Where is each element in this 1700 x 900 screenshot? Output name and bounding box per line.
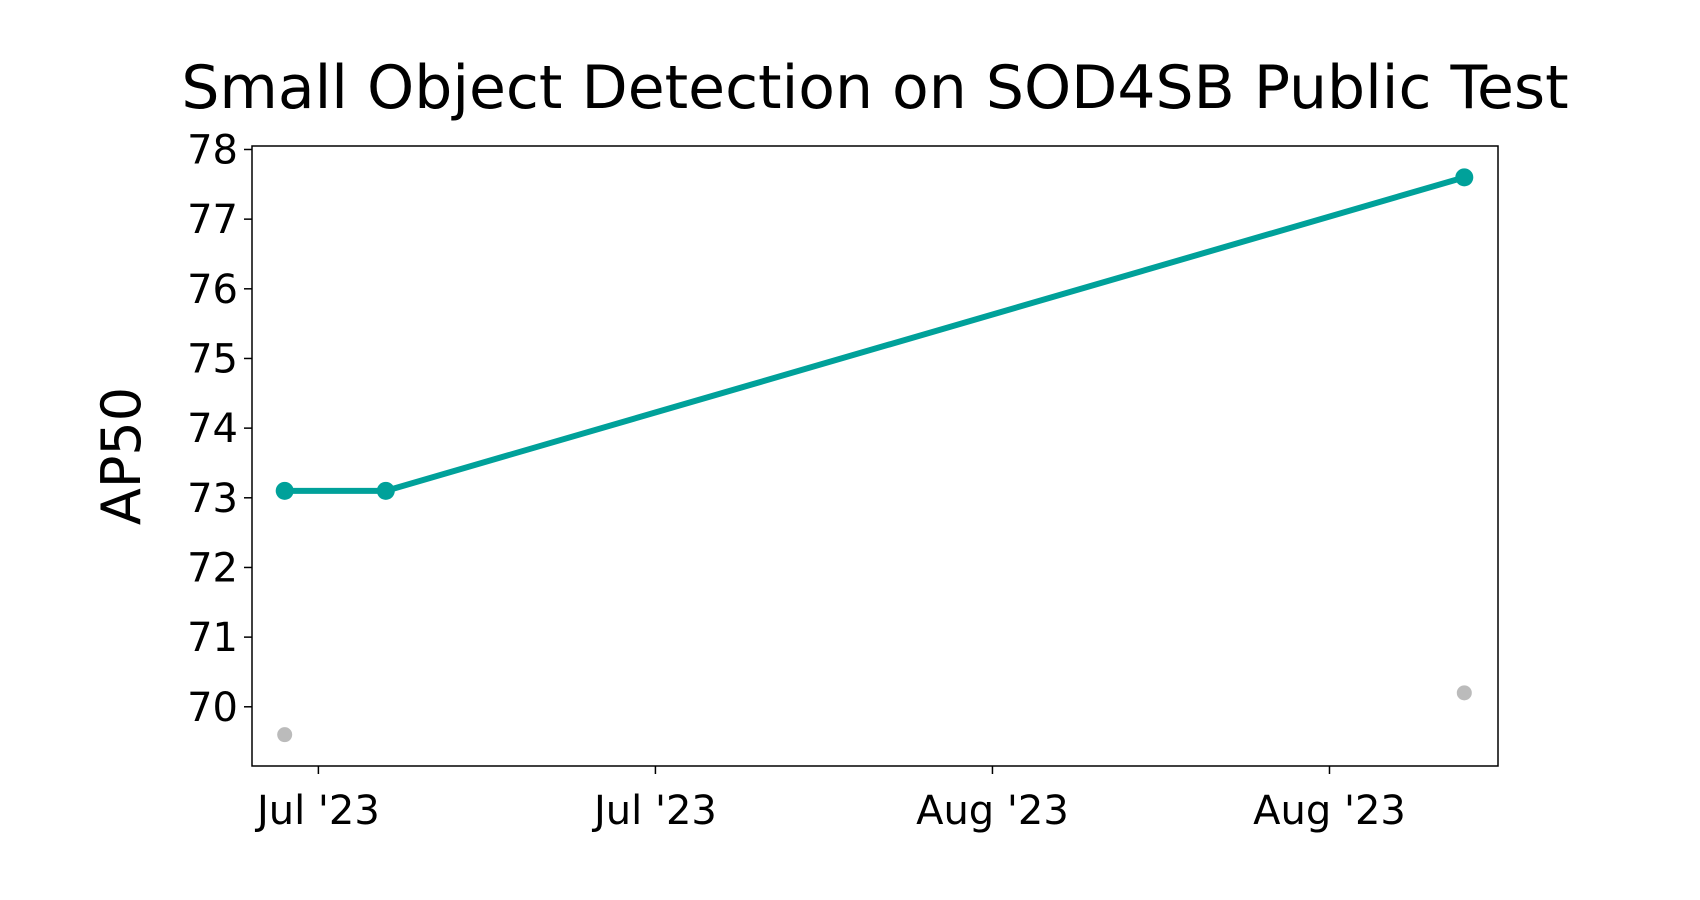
chart-title: Small Object Detection on SOD4SB Public … [181, 53, 1568, 123]
y-tick-label: 72 [187, 545, 238, 591]
plot-frame [251, 145, 1499, 767]
marker [1456, 685, 1472, 701]
x-tick-label: Aug '23 [1253, 788, 1406, 834]
y-axis-label: AP50 [90, 387, 153, 525]
x-tick-label: Aug '23 [916, 788, 1069, 834]
y-tick-label: 74 [187, 406, 238, 452]
x-tick-label: Jul '23 [254, 788, 380, 834]
y-tick-label: 70 [187, 685, 238, 731]
y-tick-label: 77 [187, 197, 238, 243]
y-tick-label: 78 [187, 127, 238, 173]
marker [376, 481, 395, 500]
y-tick-label: 75 [187, 336, 238, 382]
y-tick-label: 71 [187, 615, 238, 661]
line [284, 174, 1466, 494]
x-tick-label: Jul '23 [591, 788, 717, 834]
marker [1455, 168, 1474, 187]
y-tick-label: 76 [187, 267, 238, 313]
marker [277, 727, 293, 743]
marker [275, 481, 294, 500]
y-tick-label: 73 [187, 476, 238, 522]
